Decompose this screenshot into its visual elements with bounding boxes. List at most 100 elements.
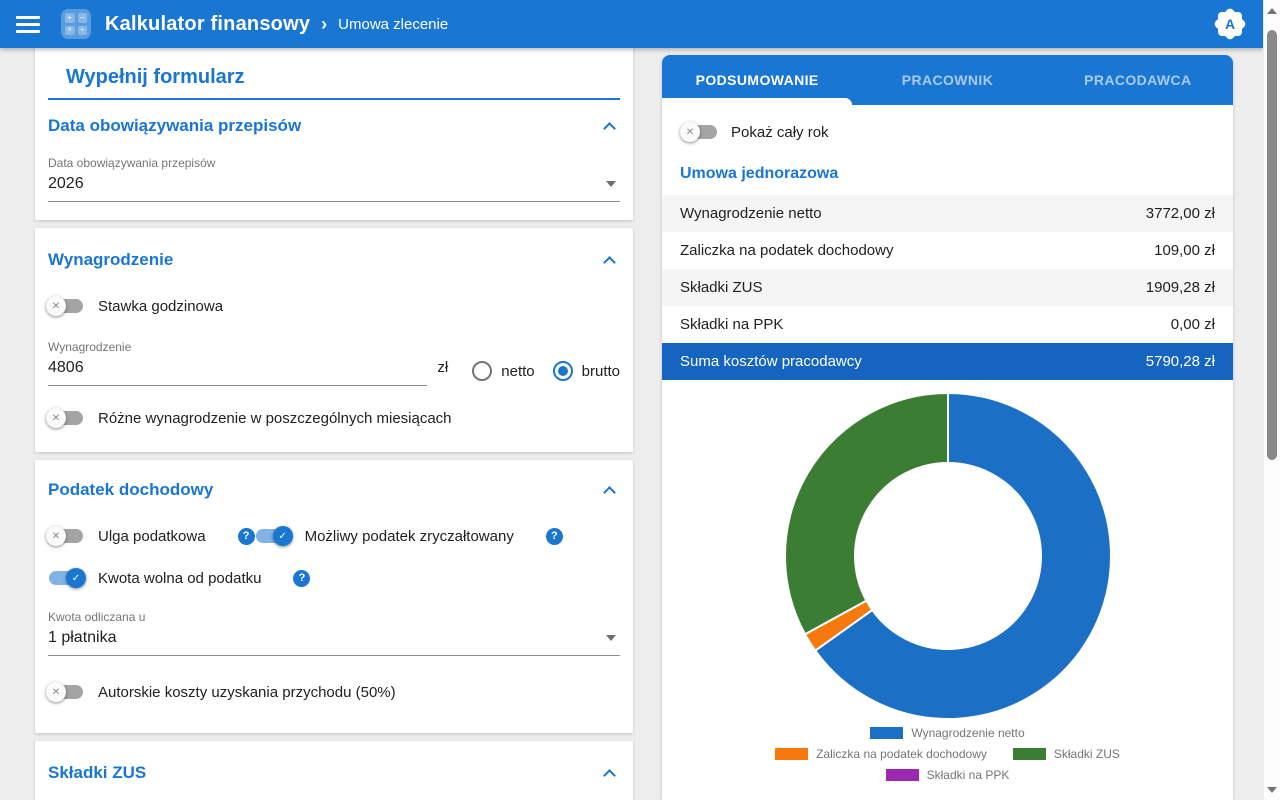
tax-free-item: ✓ Kwota wolna od podatku ?	[48, 568, 310, 588]
badge-letter: A	[1213, 7, 1247, 41]
help-icon[interactable]: ?	[293, 570, 310, 587]
translate-badge-icon[interactable]: A	[1213, 7, 1247, 41]
breadcrumb-chevron-icon: ›	[321, 14, 327, 35]
salary-input-row: Wynagrodzenie zł netto brutto	[48, 340, 620, 386]
tab-pracownik[interactable]: PRACOWNIK	[852, 55, 1042, 105]
donut-chart-wrap	[662, 391, 1233, 721]
radio-checked-icon	[553, 361, 573, 381]
toggle-label: Autorskie koszty uzyskania przychodu (50…	[98, 684, 396, 701]
section-header-zus[interactable]: Składki ZUS	[48, 763, 620, 783]
breadcrumb: Umowa zlecenie	[338, 16, 448, 33]
legend-swatch	[1013, 748, 1046, 760]
hourly-rate-toggle[interactable]: ✕	[48, 296, 84, 316]
deducted-at-select[interactable]: Kwota odliczana u 1 płatnika	[48, 610, 620, 656]
app-bar: + − × ÷ Kalkulator finansowy › Umowa zle…	[0, 0, 1263, 48]
row-value: 5790,28 zł	[1146, 353, 1215, 370]
chevron-up-icon[interactable]	[603, 256, 616, 269]
currency-suffix: zł	[437, 359, 448, 376]
legend-swatch	[775, 748, 808, 760]
full-year-toggle-row: ✕ Pokaż cały rok	[682, 122, 1213, 142]
help-icon[interactable]: ?	[238, 528, 255, 545]
legend-row: Zaliczka na podatek dochodowy Składki ZU…	[662, 747, 1233, 761]
toggle-label: Ulga podatkowa	[98, 528, 206, 545]
row-label: Suma kosztów pracodawcy	[680, 353, 862, 370]
toggle-label: Różne wynagrodzenie w poszczególnych mie…	[98, 410, 452, 427]
legend-label: Wynagrodzenie netto	[911, 726, 1024, 740]
donut-chart	[783, 391, 1113, 721]
toggle-label: Kwota wolna od podatku	[98, 570, 261, 587]
form-card-salary: Wynagrodzenie ✕ Stawka godzinowa Wynagro…	[35, 228, 633, 452]
table-row-total: Suma kosztów pracodawcy 5790,28 zł	[662, 343, 1233, 380]
app-title: Kalkulator finansowy	[105, 13, 310, 36]
donut-slice	[785, 393, 948, 634]
calc-plus-glyph: +	[65, 13, 75, 23]
row-value: 109,00 zł	[1154, 242, 1215, 259]
various-salary-toggle[interactable]: ✕	[48, 408, 84, 428]
row-value: 1909,28 zł	[1146, 279, 1215, 296]
netto-radio-option[interactable]: netto	[472, 361, 534, 381]
dropdown-arrow-icon	[606, 181, 616, 187]
tax-relief-toggle[interactable]: ✕	[48, 526, 84, 546]
toggle-x-icon: ✕	[680, 122, 700, 142]
row-label: Wynagrodzenie netto	[680, 205, 822, 222]
scrollbar-thumb[interactable]	[1267, 30, 1277, 460]
section-title: Podatek dochodowy	[48, 480, 213, 500]
legend-item: Zaliczka na podatek dochodowy	[775, 747, 987, 761]
toggle-x-icon: ✕	[46, 296, 66, 316]
active-tab-notch	[662, 98, 852, 105]
toggle-label: Stawka godzinowa	[98, 298, 223, 315]
section-header-regulations[interactable]: Data obowiązywania przepisów	[48, 116, 620, 136]
table-row: Składki ZUS 1909,28 zł	[662, 269, 1233, 306]
section-title: Wynagrodzenie	[48, 250, 173, 270]
summary-subtitle: Umowa jednorazowa	[680, 165, 1215, 183]
row-label: Zaliczka na podatek dochodowy	[680, 242, 893, 259]
flat-tax-item: ✓ Możliwy podatek zryczałtowany ?	[255, 526, 563, 546]
vertical-scrollbar	[1263, 0, 1280, 800]
flat-tax-toggle[interactable]: ✓	[255, 526, 291, 546]
tab-pracodawca[interactable]: PRACODAWCA	[1043, 55, 1233, 105]
calc-minus-glyph: −	[78, 13, 88, 23]
radio-label: netto	[501, 363, 534, 380]
chevron-up-icon[interactable]	[603, 486, 616, 499]
tax-free-toggle[interactable]: ✓	[48, 568, 84, 588]
authors-costs-toggle[interactable]: ✕	[48, 682, 84, 702]
calc-divide-glyph: ÷	[78, 26, 88, 36]
authors-costs-toggle-row: ✕ Autorskie koszty uzyskania przychodu (…	[48, 682, 620, 702]
calculator-app-icon: + − × ÷	[61, 9, 91, 39]
salary-input[interactable]	[48, 359, 427, 377]
row-value: 3772,00 zł	[1146, 205, 1215, 222]
legend-row: Wynagrodzenie netto	[662, 726, 1233, 740]
legend-swatch	[886, 769, 919, 781]
row-label: Składki na PPK	[680, 316, 783, 333]
toggle-check-icon: ✓	[273, 526, 293, 546]
salary-field: Wynagrodzenie	[48, 340, 427, 386]
select-value: 2026	[48, 175, 620, 193]
chevron-up-icon[interactable]	[603, 769, 616, 782]
scroll-down-arrow-icon[interactable]	[1267, 787, 1277, 793]
select-value: 1 płatnika	[48, 629, 620, 647]
title-underline	[48, 98, 620, 100]
full-year-toggle[interactable]: ✕	[682, 122, 718, 142]
legend-swatch	[870, 727, 903, 739]
salary-input-label: Wynagrodzenie	[48, 340, 427, 354]
tax-relief-item: ✕ Ulga podatkowa ?	[48, 526, 255, 546]
toggle-label: Możliwy podatek zryczałtowany	[305, 528, 514, 545]
table-row: Wynagrodzenie netto 3772,00 zł	[662, 195, 1233, 232]
row-label: Składki ZUS	[680, 279, 763, 296]
form-card-regulations: Wypełnij formularz Data obowiązywania pr…	[35, 48, 633, 220]
legend-row: Składki na PPK	[662, 768, 1233, 782]
row-value: 0,00 zł	[1171, 316, 1215, 333]
toggle-check-icon: ✓	[66, 568, 86, 588]
menu-icon[interactable]	[16, 16, 40, 33]
summary-tabs: PODSUMOWANIE PRACOWNIK PRACODAWCA	[662, 55, 1233, 105]
chevron-up-icon[interactable]	[603, 122, 616, 135]
radio-label: brutto	[582, 363, 620, 380]
help-icon[interactable]: ?	[546, 528, 563, 545]
summary-table: Wynagrodzenie netto 3772,00 zł Zaliczka …	[662, 195, 1233, 380]
section-header-income-tax[interactable]: Podatek dochodowy	[48, 480, 620, 500]
regulation-year-select[interactable]: Data obowiązywania przepisów 2026	[48, 156, 620, 202]
brutto-radio-option[interactable]: brutto	[553, 361, 620, 381]
calc-times-glyph: ×	[65, 26, 75, 36]
scroll-up-arrow-icon[interactable]	[1267, 8, 1277, 14]
section-header-salary[interactable]: Wynagrodzenie	[48, 250, 620, 270]
